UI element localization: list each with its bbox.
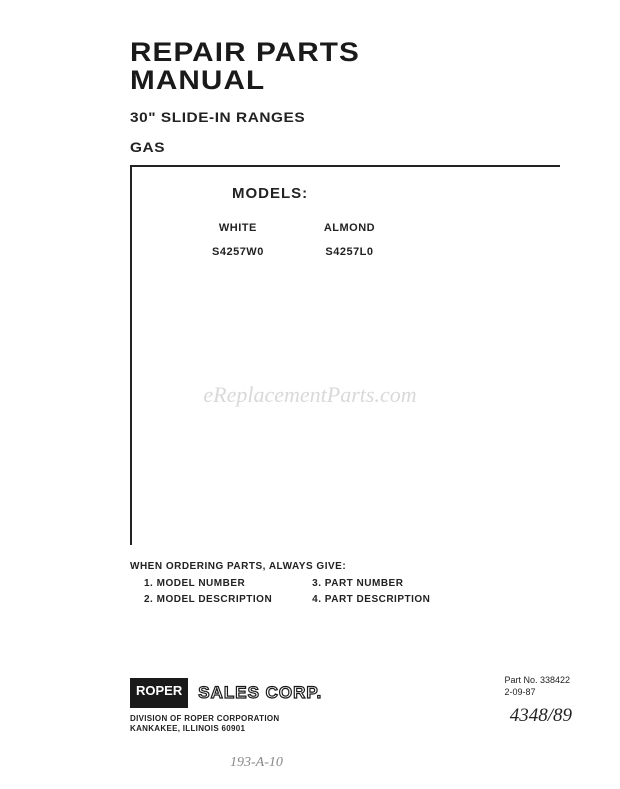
footer: ROPER SALES CORP. DIVISION OF ROPER CORP…	[130, 678, 560, 735]
model-number: S4257L0	[324, 246, 375, 258]
subtitle-line2: GAS	[130, 139, 603, 155]
document-page: REPAIR PARTS MANUAL 30" SLIDE-IN RANGES …	[0, 0, 620, 789]
models-columns: WHITE S4257W0 ALMOND S4257L0	[212, 222, 530, 258]
division-line1: DIVISION OF ROPER CORPORATION	[130, 714, 322, 724]
ordering-item: 2. MODEL DESCRIPTION	[144, 592, 272, 608]
ordering-grid: 1. MODEL NUMBER 2. MODEL DESCRIPTION 3. …	[144, 576, 560, 608]
division-text: DIVISION OF ROPER CORPORATION KANKAKEE, …	[130, 714, 322, 735]
main-title-line1: REPAIR PARTS	[130, 38, 603, 66]
ordering-item: 4. PART DESCRIPTION	[312, 592, 430, 608]
logo-block: ROPER SALES CORP.	[130, 678, 322, 708]
ordering-instructions: WHEN ORDERING PARTS, ALWAYS GIVE: 1. MOD…	[130, 561, 560, 608]
division-line2: KANKAKEE, ILLINOIS 60901	[130, 724, 322, 734]
main-title-line2: MANUAL	[130, 66, 603, 94]
ordering-item: 1. MODEL NUMBER	[144, 576, 272, 592]
handwritten-code: 193-A-10	[230, 755, 283, 771]
ordering-title: WHEN ORDERING PARTS, ALWAYS GIVE:	[130, 561, 560, 572]
model-number: S4257W0	[212, 246, 264, 258]
column-almond: ALMOND S4257L0	[324, 222, 375, 258]
models-box: MODELS: WHITE S4257W0 ALMOND S4257L0	[130, 165, 560, 545]
ordering-left-col: 1. MODEL NUMBER 2. MODEL DESCRIPTION	[144, 576, 272, 608]
roper-logo: ROPER	[130, 678, 188, 708]
part-number-block: Part No. 338422 2-09-87	[504, 674, 570, 699]
part-number: Part No. 338422	[504, 674, 570, 687]
column-header: WHITE	[212, 222, 264, 234]
ordering-item: 3. PART NUMBER	[312, 576, 430, 592]
part-date: 2-09-87	[504, 686, 570, 699]
footer-left: ROPER SALES CORP. DIVISION OF ROPER CORP…	[130, 678, 322, 735]
models-heading: MODELS:	[232, 185, 530, 202]
handwritten-number: 4348/89	[510, 705, 572, 727]
subtitle-line1: 30" SLIDE-IN RANGES	[130, 109, 603, 125]
column-white: WHITE S4257W0	[212, 222, 264, 258]
sales-corp-text: SALES CORP.	[198, 683, 322, 703]
ordering-right-col: 3. PART NUMBER 4. PART DESCRIPTION	[312, 576, 430, 608]
column-header: ALMOND	[324, 222, 375, 234]
